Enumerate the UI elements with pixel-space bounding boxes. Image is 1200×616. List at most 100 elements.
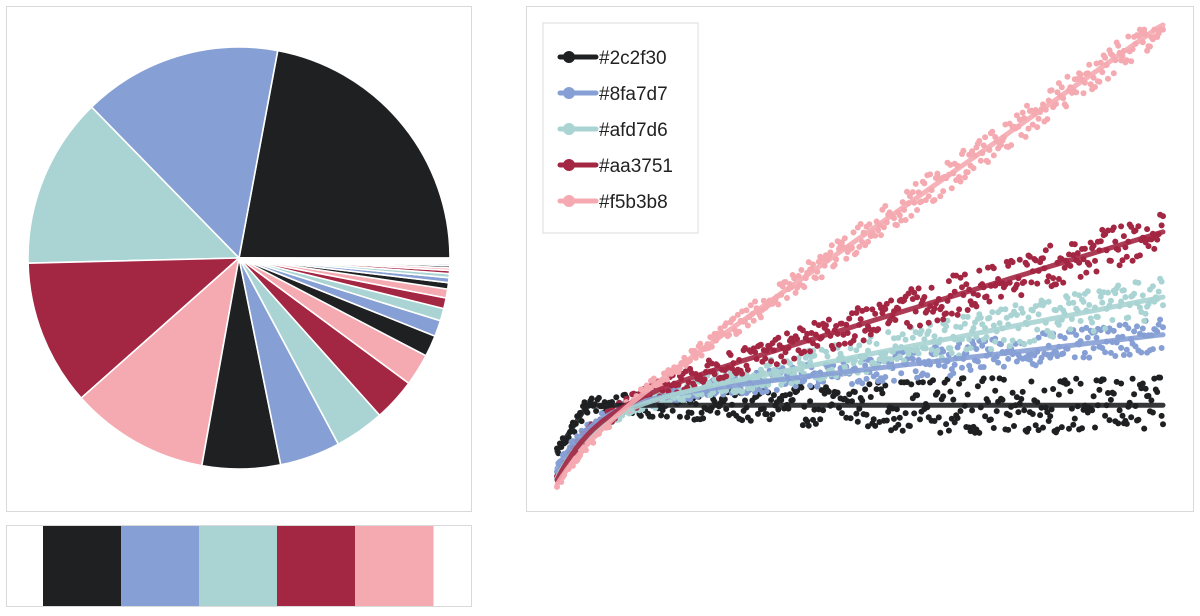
scatter-point	[895, 334, 902, 341]
scatter-point	[990, 265, 997, 272]
scatter-point	[987, 416, 994, 423]
legend-label: #8fa7d7	[599, 84, 668, 105]
scatter-point	[940, 348, 947, 355]
scatter-point	[1079, 425, 1085, 432]
scatter-point	[1112, 353, 1119, 359]
scatter-point	[872, 422, 879, 429]
scatter-point	[854, 305, 861, 312]
scatter-point	[956, 380, 963, 387]
scatter-point	[899, 427, 906, 434]
scatter-point	[1155, 288, 1162, 295]
scatter-point	[1125, 33, 1132, 40]
scatter-point	[1040, 424, 1046, 431]
scatter-point	[762, 355, 769, 362]
scatter-point	[931, 197, 938, 203]
pie-slice	[80, 257, 240, 467]
scatter-point	[1031, 337, 1038, 344]
scatter-point	[1055, 80, 1062, 87]
scatter-point	[1013, 312, 1020, 318]
color-swatch-panel	[6, 525, 472, 607]
legend-entry: #afd7d6	[557, 120, 668, 141]
scatter-point	[1096, 78, 1103, 85]
scatter-point	[1041, 387, 1048, 394]
scatter-point	[1132, 227, 1139, 234]
scatter-point	[836, 341, 842, 348]
scatter-point	[977, 157, 984, 164]
scatter-point	[867, 331, 874, 338]
scatter-point	[1125, 314, 1132, 321]
scatter-point	[935, 362, 942, 369]
scatter-point	[899, 331, 906, 338]
scatter-point	[711, 376, 718, 383]
scatter-point	[1107, 257, 1114, 264]
scatter-point	[804, 418, 811, 425]
scatter-point	[1064, 380, 1071, 387]
scatter-point	[961, 320, 968, 327]
scatter-point	[927, 171, 934, 178]
scatter-point	[1149, 409, 1156, 416]
scatter-point	[1097, 238, 1104, 245]
scatter-point	[844, 330, 851, 336]
scatter-point	[1066, 425, 1072, 432]
scatter-point	[1112, 290, 1119, 297]
scatter-point	[1042, 247, 1049, 254]
scatter-point	[937, 429, 944, 436]
scatter-point	[866, 381, 873, 388]
scatter-point	[814, 342, 821, 349]
scatter-point	[925, 319, 932, 326]
scatter-trend-line	[554, 294, 1166, 481]
scatter-point	[768, 397, 775, 403]
scatter-point	[859, 380, 866, 387]
scatter-point	[873, 340, 880, 347]
scatter-point	[1118, 380, 1125, 387]
scatter-point	[974, 383, 981, 390]
scatter-point	[1090, 242, 1097, 249]
scatter-point	[999, 396, 1006, 403]
scatter-point	[1086, 61, 1093, 68]
scatter-point	[979, 342, 986, 349]
scatter-point	[823, 348, 829, 355]
scatter-point	[1107, 297, 1114, 304]
scatter-point	[1016, 256, 1023, 263]
scatter-point	[789, 397, 796, 403]
scatter-point	[1028, 279, 1035, 286]
legend-swatch-dot	[563, 123, 575, 135]
scatter-point	[1067, 326, 1074, 333]
scatter-point	[948, 310, 955, 317]
scatter-point	[775, 334, 782, 341]
scatter-point	[873, 386, 880, 393]
scatter-point	[665, 388, 672, 395]
scatter-point	[866, 338, 873, 345]
scatter-point	[866, 221, 873, 228]
scatter-point	[1022, 133, 1029, 140]
scatter-point	[1128, 223, 1135, 230]
scatter-point	[1050, 386, 1057, 392]
scatter-point	[1016, 338, 1023, 345]
scatter-point	[940, 188, 947, 195]
scatter-point	[859, 397, 866, 404]
scatter-point	[1058, 84, 1065, 91]
scatter-point	[807, 382, 814, 389]
scatter-point	[1060, 350, 1067, 357]
scatter-point	[739, 370, 746, 377]
scatter-point	[993, 408, 1000, 415]
pie-slice	[27, 257, 240, 399]
scatter-point	[854, 418, 861, 425]
scatter-point	[856, 342, 863, 349]
scatter-point	[682, 368, 689, 375]
scatter-point	[1120, 287, 1127, 294]
scatter-point	[1076, 259, 1083, 266]
scatter-point	[663, 413, 670, 420]
scatter-point	[1126, 351, 1133, 358]
scatter-point	[947, 345, 954, 352]
scatter-point	[1009, 337, 1016, 344]
scatter-point	[812, 275, 819, 282]
scatter-point	[950, 370, 957, 377]
scatter-point	[1160, 421, 1166, 428]
scatter-point	[1045, 418, 1052, 424]
scatter-point	[918, 327, 925, 334]
scatter-point	[976, 138, 983, 144]
scatter-point	[909, 355, 916, 362]
scatter-point	[769, 411, 776, 418]
scatter-point	[990, 322, 997, 329]
